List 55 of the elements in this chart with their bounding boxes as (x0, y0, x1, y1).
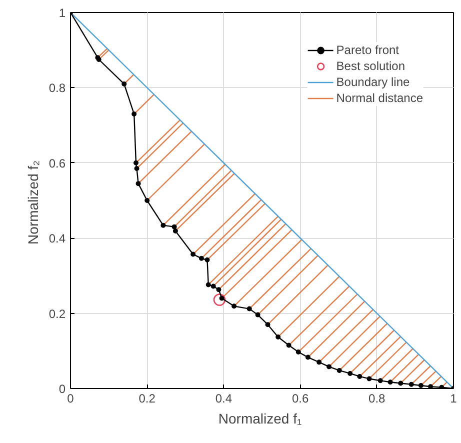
point (255, 312, 260, 318)
point (398, 380, 404, 386)
point (198, 256, 204, 261)
point (439, 384, 444, 388)
y-tick-label: 0.2 (48, 306, 66, 321)
point (172, 224, 177, 230)
point (133, 160, 138, 166)
point (388, 380, 393, 385)
point (172, 228, 178, 234)
y-tick-label: 0 (58, 382, 66, 396)
point (190, 252, 196, 257)
point (213, 294, 226, 306)
point (428, 384, 434, 388)
point (336, 368, 342, 373)
y-tick-label: 0.6 (48, 156, 66, 170)
point (408, 382, 414, 387)
point (136, 181, 141, 186)
point (378, 378, 383, 384)
point (160, 222, 166, 228)
point (134, 166, 140, 172)
x-tick-label: 0.6 (292, 392, 309, 406)
y-tick-label: 0.4 (48, 232, 66, 246)
point (144, 198, 150, 203)
x-tick-label: 0.2 (138, 392, 156, 406)
point (265, 322, 270, 328)
point (204, 257, 210, 262)
point (418, 382, 424, 388)
point (232, 304, 237, 309)
point (206, 282, 211, 288)
point (326, 364, 332, 370)
x-tick-label: 1 (450, 392, 458, 406)
point (316, 360, 322, 365)
legend-label: Pareto front (336, 42, 399, 58)
point (357, 374, 362, 379)
point (122, 81, 127, 86)
point (276, 334, 281, 340)
x-tick-label: 0.4 (215, 392, 232, 406)
point (286, 342, 292, 348)
point (216, 287, 222, 292)
x-tick-label: 0 (67, 392, 74, 406)
y-tick-label: 0.8 (48, 81, 66, 96)
point (210, 284, 216, 289)
legend-label: Boundary line (336, 74, 410, 90)
y-tick-label: 1 (58, 6, 66, 20)
point (366, 376, 372, 382)
point (348, 370, 353, 376)
point (246, 306, 252, 312)
x-axis-title: Normalized f₁ (218, 410, 302, 426)
legend-label: Best solution (336, 58, 406, 74)
y-axis-title: Normalized f₂ (24, 160, 41, 244)
x-tick-label: 0.8 (368, 392, 386, 406)
legend-label: Normal distance (336, 90, 423, 106)
point (132, 112, 137, 117)
point (305, 354, 310, 360)
point (296, 350, 301, 355)
